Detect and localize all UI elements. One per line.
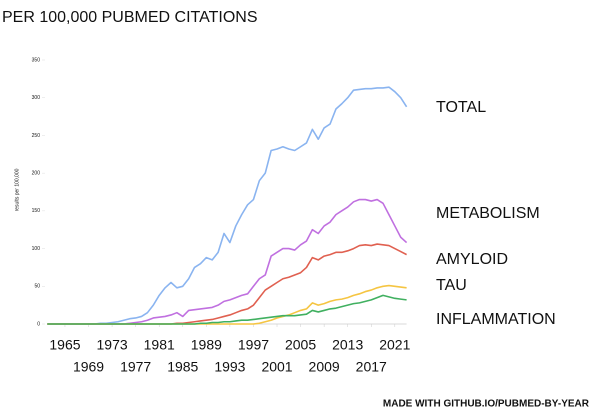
x-tick-label: 2001 — [261, 359, 292, 375]
footer-note: MADE WITH GITHUB.IO/PUBMED-BY-YEAR — [383, 399, 590, 410]
series-label: TOTAL — [436, 99, 486, 116]
x-tick-label: 1993 — [214, 359, 245, 375]
x-tick-label: 1969 — [73, 359, 104, 375]
x-tick-label: 1997 — [238, 337, 269, 353]
series-line — [47, 243, 407, 325]
series-label: TAU — [436, 277, 467, 294]
x-tick-label: 2005 — [285, 337, 316, 353]
x-tick-label: 1989 — [191, 337, 222, 353]
series-label: METABOLISM — [436, 205, 540, 222]
series-line — [47, 294, 407, 325]
x-tick-label: 2009 — [309, 359, 340, 375]
y-tick-label: 50 — [34, 284, 40, 290]
y-tick-label: 0 — [37, 321, 40, 327]
y-tick-label: 150 — [32, 208, 41, 214]
y-axis-title: results per 100,000 — [14, 168, 20, 211]
series-label: INFLAMMATION — [436, 311, 556, 328]
series-line — [47, 198, 408, 325]
x-tick-label: 1981 — [144, 337, 175, 353]
x-tick-label: 1973 — [97, 337, 128, 353]
x-tick-label: 1977 — [120, 359, 151, 375]
y-tick-label: 350 — [32, 57, 41, 63]
y-tick-label: 250 — [32, 133, 41, 139]
series-line — [47, 86, 408, 325]
y-tick-label: 200 — [32, 170, 41, 176]
y-tick-label: 100 — [32, 246, 41, 252]
series-line — [47, 284, 407, 325]
x-tick-label: 1965 — [49, 337, 80, 353]
x-tick-label: 1985 — [167, 359, 198, 375]
x-tick-label: 2013 — [332, 337, 363, 353]
series-label: AMYLOID — [436, 251, 508, 268]
x-tick-label: 2021 — [379, 337, 410, 353]
y-tick-label: 300 — [32, 95, 41, 101]
chart-title: PER 100,000 PUBMED CITATIONS — [2, 9, 257, 26]
x-tick-label: 2017 — [356, 359, 387, 375]
